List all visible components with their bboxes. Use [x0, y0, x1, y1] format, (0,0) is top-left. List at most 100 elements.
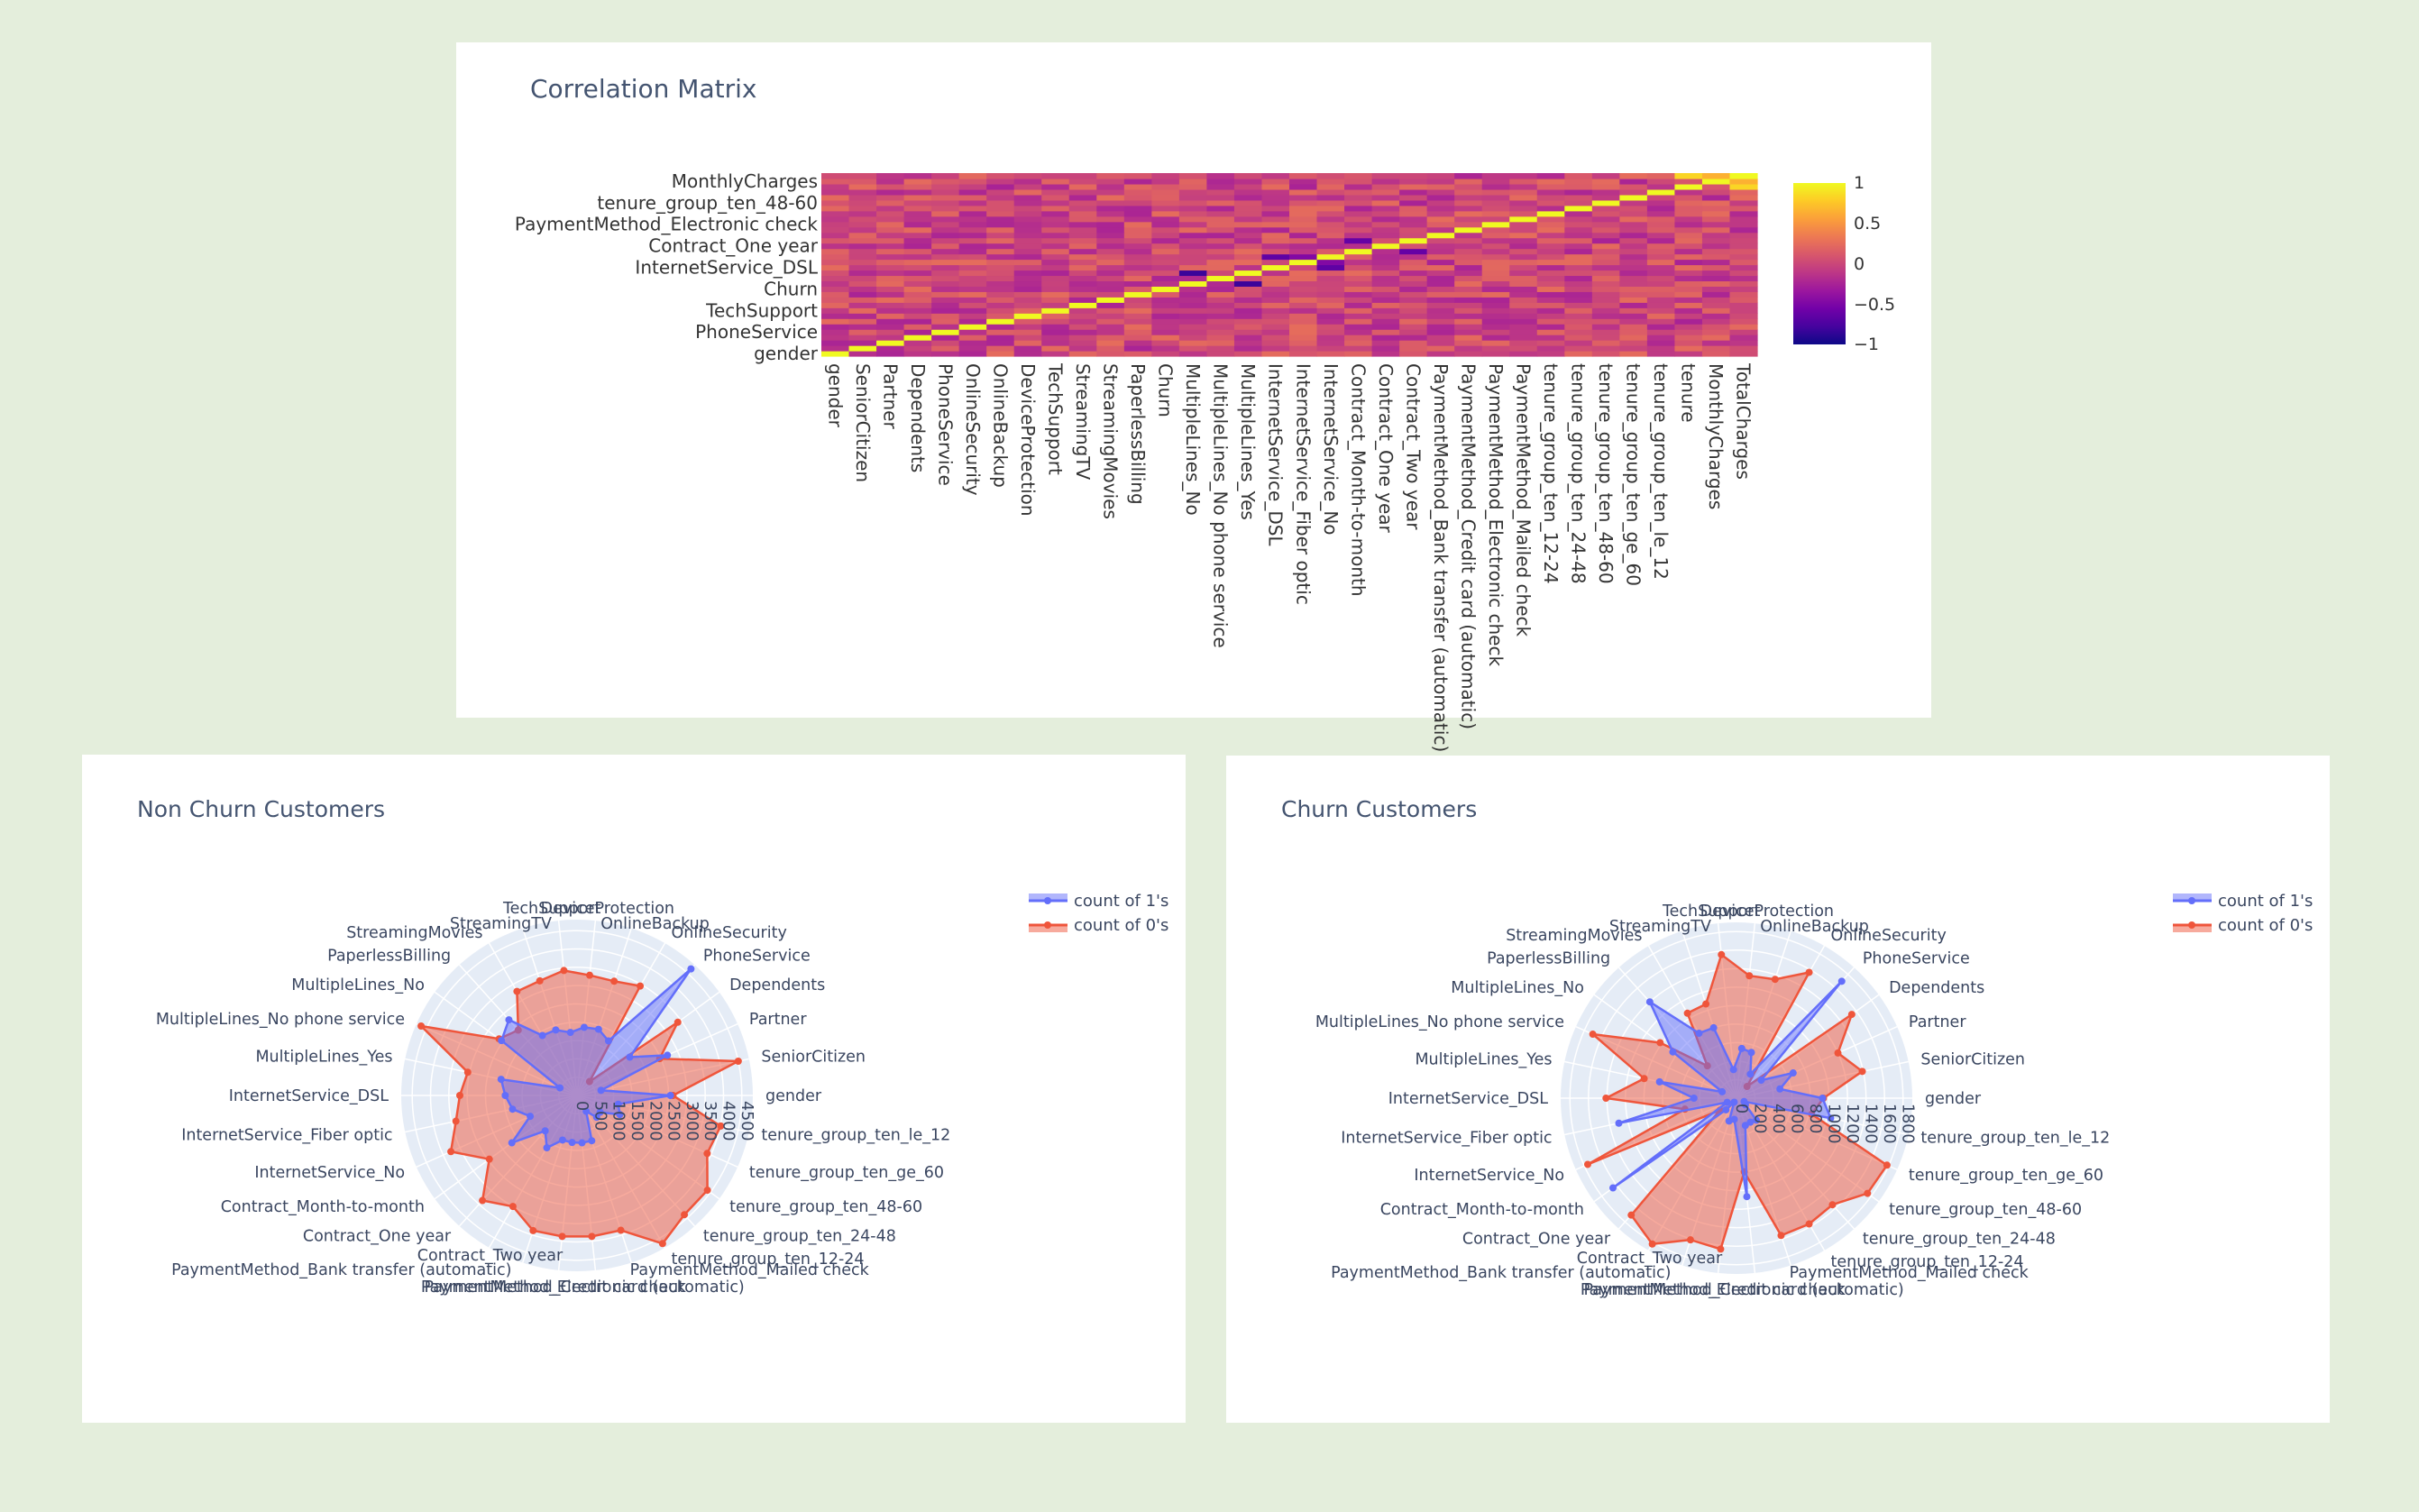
radar-point[interactable]: [681, 1211, 689, 1219]
radar-point[interactable]: [1730, 1098, 1738, 1106]
radar-point[interactable]: [703, 1187, 711, 1195]
radar-point[interactable]: [586, 971, 594, 979]
radar-point[interactable]: [703, 1150, 711, 1158]
radar-point[interactable]: [578, 1139, 586, 1147]
radar-point[interactable]: [580, 1023, 588, 1031]
radar-point[interactable]: [1777, 1232, 1785, 1240]
radar-point[interactable]: [1771, 976, 1779, 984]
radar-point[interactable]: [560, 967, 568, 975]
radar-point[interactable]: [479, 1196, 487, 1205]
radar-point[interactable]: [509, 1203, 517, 1211]
radar-point[interactable]: [1828, 1201, 1837, 1209]
radar-point[interactable]: [1717, 1245, 1725, 1253]
radar-point[interactable]: [1740, 1097, 1748, 1105]
radar-point[interactable]: [485, 1155, 493, 1163]
radar-point[interactable]: [666, 1092, 674, 1099]
radar-point[interactable]: [1789, 1069, 1797, 1077]
radar-point[interactable]: [1729, 1066, 1737, 1074]
radar-point[interactable]: [556, 1084, 564, 1092]
radar-point[interactable]: [1702, 1000, 1710, 1008]
radar-point[interactable]: [664, 1051, 672, 1059]
radar-point[interactable]: [505, 1016, 513, 1024]
radar-point[interactable]: [552, 1026, 560, 1034]
radar-point[interactable]: [604, 1037, 612, 1045]
churn-legend[interactable]: count of 1's count of 0's: [2173, 892, 2313, 935]
radar-point[interactable]: [1847, 1011, 1855, 1019]
radar-point[interactable]: [594, 1025, 602, 1033]
radar-point[interactable]: [1737, 1044, 1746, 1052]
radar-point[interactable]: [1858, 1068, 1866, 1076]
radar-point[interactable]: [558, 1233, 566, 1241]
radar-point[interactable]: [1640, 1075, 1648, 1083]
non-churn-legend[interactable]: count of 1's count of 0's: [1029, 892, 1168, 935]
radar-point[interactable]: [1723, 1098, 1731, 1106]
radar-point[interactable]: [558, 1136, 566, 1144]
radar-point[interactable]: [1589, 1031, 1597, 1039]
radar-point[interactable]: [543, 1144, 551, 1152]
radar-point[interactable]: [529, 1226, 537, 1234]
radar-point[interactable]: [1608, 1184, 1617, 1192]
radar-point[interactable]: [597, 1086, 605, 1095]
radar-point[interactable]: [456, 1092, 463, 1099]
radar-point[interactable]: [1656, 1039, 1664, 1047]
radar-point[interactable]: [1686, 1236, 1694, 1244]
radar-point[interactable]: [447, 1148, 455, 1156]
radar-point[interactable]: [1837, 977, 1846, 985]
radar-point[interactable]: [1615, 1119, 1623, 1127]
radar-point[interactable]: [541, 1127, 549, 1135]
radar-point[interactable]: [417, 1022, 426, 1030]
radar-point[interactable]: [463, 1068, 472, 1077]
radar-point[interactable]: [616, 1111, 624, 1119]
radar-point[interactable]: [508, 1139, 516, 1147]
radar-point[interactable]: [1645, 998, 1654, 1006]
radar-point[interactable]: [509, 1105, 517, 1113]
radar-point[interactable]: [1747, 1049, 1755, 1057]
radar-point[interactable]: [1805, 968, 1813, 976]
radar-point[interactable]: [1827, 1114, 1835, 1123]
radar-point[interactable]: [617, 1226, 625, 1234]
radar-point[interactable]: [626, 1053, 634, 1061]
radar-point[interactable]: [717, 1122, 725, 1130]
radar-point[interactable]: [1805, 1220, 1813, 1228]
radar-point[interactable]: [658, 1240, 666, 1248]
radar-point[interactable]: [673, 1018, 682, 1026]
radar-point[interactable]: [734, 1057, 742, 1065]
radar-point[interactable]: [588, 1137, 596, 1145]
radar-point[interactable]: [687, 965, 695, 973]
radar-point[interactable]: [1819, 1095, 1827, 1102]
radar-point[interactable]: [1746, 972, 1754, 980]
radar-point[interactable]: [536, 976, 544, 985]
radar-point[interactable]: [1776, 1085, 1784, 1093]
radar-point[interactable]: [1722, 1105, 1730, 1113]
radar-point[interactable]: [1602, 1095, 1610, 1102]
radar-point[interactable]: [614, 1100, 622, 1108]
radar-point[interactable]: [1883, 1161, 1891, 1169]
radar-point[interactable]: [1718, 950, 1726, 958]
radar-point[interactable]: [582, 1107, 591, 1115]
radar-point[interactable]: [637, 982, 645, 990]
radar-point[interactable]: [588, 1233, 596, 1241]
radar-point[interactable]: [501, 1092, 509, 1099]
radar-point[interactable]: [513, 987, 521, 995]
radar-point[interactable]: [592, 1113, 600, 1122]
radar-point[interactable]: [1655, 1077, 1663, 1086]
radar-point[interactable]: [538, 1031, 546, 1040]
radar-point[interactable]: [497, 1076, 505, 1084]
radar-point[interactable]: [1695, 1030, 1703, 1038]
radar-point[interactable]: [1683, 1009, 1691, 1017]
radar-point[interactable]: [566, 1029, 574, 1037]
radar-point[interactable]: [1757, 1077, 1765, 1085]
radar-point[interactable]: [1730, 1115, 1738, 1123]
radar-point[interactable]: [1709, 1023, 1718, 1031]
radar-point[interactable]: [1718, 1087, 1727, 1095]
radar-point[interactable]: [1746, 1118, 1755, 1126]
radar-point[interactable]: [568, 1139, 576, 1147]
radar-point[interactable]: [596, 1108, 604, 1116]
radar-point[interactable]: [527, 1113, 535, 1121]
radar-point[interactable]: [1648, 1240, 1656, 1248]
radar-point[interactable]: [1627, 1211, 1636, 1219]
radar-point[interactable]: [1746, 1070, 1755, 1078]
radar-point[interactable]: [1669, 1048, 1677, 1056]
radar-point[interactable]: [610, 977, 618, 985]
radar-point[interactable]: [452, 1117, 460, 1125]
